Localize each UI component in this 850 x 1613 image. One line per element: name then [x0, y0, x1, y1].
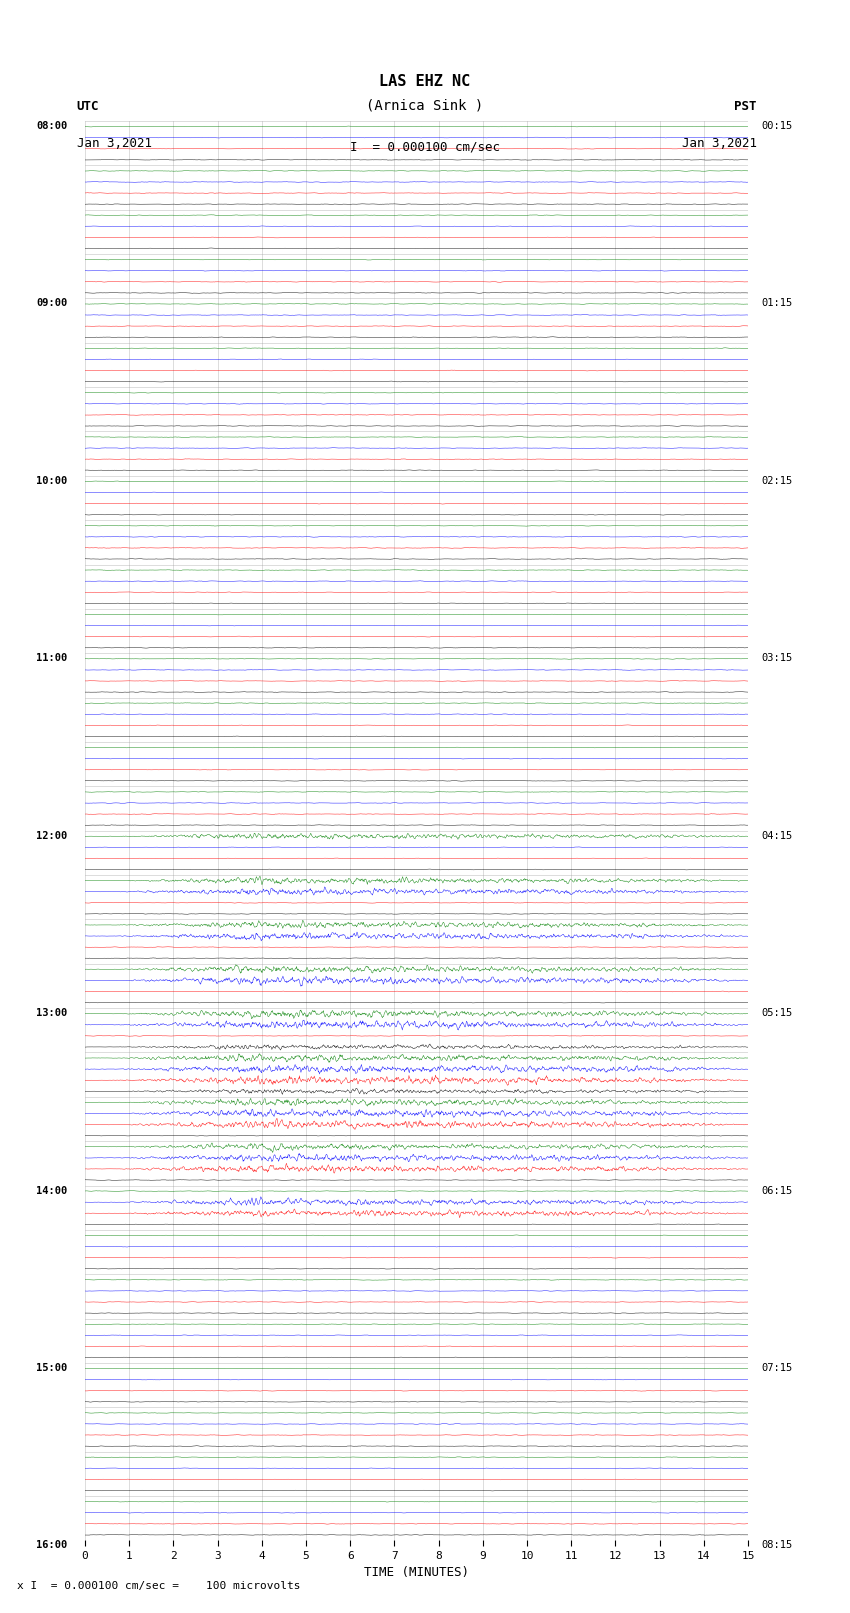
Text: 08:00: 08:00: [36, 121, 67, 131]
Text: (Arnica Sink ): (Arnica Sink ): [366, 98, 484, 113]
Text: 00:15: 00:15: [762, 121, 792, 131]
Text: PST: PST: [734, 100, 756, 113]
Text: UTC: UTC: [76, 100, 99, 113]
Text: LAS EHZ NC: LAS EHZ NC: [379, 74, 471, 89]
Text: Jan 3,2021: Jan 3,2021: [682, 137, 756, 150]
Text: 08:15: 08:15: [762, 1540, 792, 1550]
Text: x I  = 0.000100 cm/sec =    100 microvolts: x I = 0.000100 cm/sec = 100 microvolts: [17, 1581, 301, 1590]
Text: 15:00: 15:00: [36, 1363, 67, 1373]
Text: Jan 3,2021: Jan 3,2021: [76, 137, 151, 150]
X-axis label: TIME (MINUTES): TIME (MINUTES): [364, 1566, 469, 1579]
Text: 06:15: 06:15: [762, 1186, 792, 1195]
Text: 02:15: 02:15: [762, 476, 792, 486]
Text: 07:15: 07:15: [762, 1363, 792, 1373]
Text: 12:00: 12:00: [36, 831, 67, 840]
Text: 10:00: 10:00: [36, 476, 67, 486]
Text: 05:15: 05:15: [762, 1008, 792, 1018]
Text: 16:00: 16:00: [36, 1540, 67, 1550]
Text: 11:00: 11:00: [36, 653, 67, 663]
Text: 13:00: 13:00: [36, 1008, 67, 1018]
Text: 09:00: 09:00: [36, 298, 67, 308]
Text: 04:15: 04:15: [762, 831, 792, 840]
Text: 01:15: 01:15: [762, 298, 792, 308]
Text: I  = 0.000100 cm/sec: I = 0.000100 cm/sec: [350, 140, 500, 153]
Text: 14:00: 14:00: [36, 1186, 67, 1195]
Text: 03:15: 03:15: [762, 653, 792, 663]
